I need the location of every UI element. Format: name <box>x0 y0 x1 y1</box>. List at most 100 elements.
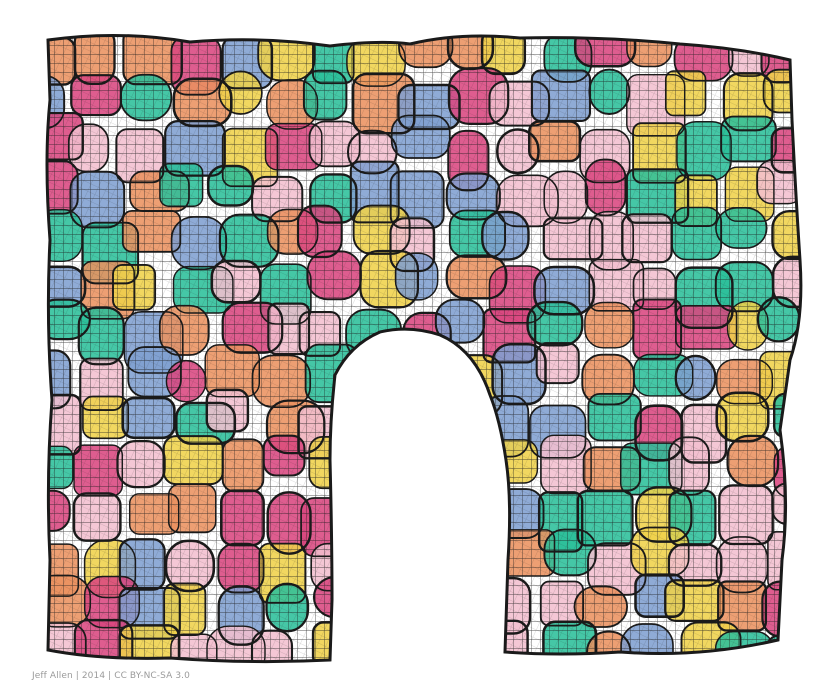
mosaic-cell-outline <box>390 402 452 455</box>
mosaic-cell-outline <box>543 170 589 224</box>
mosaic-cell-outline <box>206 625 266 662</box>
mosaic-cell-outline <box>481 210 530 261</box>
mosaic-cell-outline <box>349 160 400 224</box>
mosaic-cell-outline <box>715 391 770 443</box>
mosaic-cell-outline <box>121 396 176 440</box>
mosaic-cell-outline <box>667 543 723 587</box>
mosaic-cell-outline <box>664 579 725 623</box>
mosaic-cell-outline <box>664 70 707 117</box>
mosaic-cell-outline <box>348 488 410 540</box>
mosaic-cell-outline <box>448 209 507 258</box>
mosaic-cell-outline <box>722 72 774 132</box>
mosaic-cell-outline <box>221 301 284 354</box>
mosaic-cell-outline <box>266 79 319 130</box>
mosaic-cell-outline <box>389 217 436 273</box>
mosaic-cell-outline <box>302 69 348 121</box>
mosaic-cell-outline <box>439 620 485 662</box>
mosaic-cell-outline <box>47 265 87 308</box>
mosaic-cell-outline <box>250 629 294 662</box>
mosaic-cell-outline <box>81 221 140 285</box>
mosaic-cell <box>443 447 488 498</box>
mosaic-cell-outline <box>482 307 537 364</box>
mosaic-cell-outline <box>82 395 130 440</box>
mosaic-cell-outline <box>543 35 593 83</box>
mosaic-cell-outline <box>164 119 226 177</box>
mosaic-cell-outline <box>115 128 165 184</box>
mosaic-cell-outline <box>357 400 402 445</box>
mosaic-cell-outline <box>626 35 673 68</box>
mosaic-cell-outline <box>251 175 304 223</box>
mosaic-cell-outline <box>445 172 501 221</box>
mosaic-cell-outline <box>80 260 135 320</box>
mosaic-cell-outline <box>217 585 265 646</box>
mosaic-cell-outline <box>218 213 280 268</box>
mosaic-cell-outline <box>121 210 182 253</box>
mosaic-cell-outline <box>390 114 451 159</box>
mosaic-cell-outline <box>674 174 718 228</box>
mosaic-cell-outline <box>165 359 207 403</box>
mosaic-cell-outline <box>394 252 439 301</box>
mosaic-cell-outline <box>47 574 92 628</box>
mosaic-cell-outline <box>83 575 141 629</box>
mosaic-cell-outline <box>668 436 710 496</box>
mosaic-cell <box>766 635 801 662</box>
mosaic-cell-outline <box>400 347 457 399</box>
mosaic-cell-outline <box>122 35 183 86</box>
mosaic-cell-outline <box>392 622 456 662</box>
mosaic-cell-outline <box>573 585 629 628</box>
mosaic-cell-outline <box>218 70 263 115</box>
mosaic-cell-outline <box>724 166 775 222</box>
mosaic-cell-outline <box>388 539 447 586</box>
mosaic-cell-outline <box>352 204 411 255</box>
mosaic-cell-outline <box>540 434 592 495</box>
mosaic-cell <box>355 540 412 594</box>
mosaic-cell-outline <box>265 399 326 455</box>
mosaic-cell-outline <box>388 581 442 629</box>
mosaic-cell <box>355 358 406 407</box>
mosaic-cell-outline <box>47 298 91 341</box>
mosaic-cell-outline <box>626 73 686 137</box>
mosaic-cell-outline <box>715 206 768 249</box>
mosaic-cell <box>343 438 393 489</box>
mosaic-cell-outline <box>267 302 311 356</box>
mosaic-cell-outline <box>69 170 126 229</box>
mosaic-cell-outline <box>47 393 82 456</box>
mosaic-cell-outline <box>264 122 323 171</box>
mosaic-cell-outline <box>170 633 218 662</box>
mosaic-cell-outline <box>118 538 166 591</box>
mosaic-cell-outline <box>47 622 87 662</box>
mosaic-cell <box>401 348 456 398</box>
mosaic-cell-outline <box>675 304 738 350</box>
mosaic-cell-outline <box>127 346 182 398</box>
artist-credit: Jeff Allen | 2014 | CC BY-NC-SA 3.0 <box>32 671 190 681</box>
mosaic-cell-outline <box>347 625 398 662</box>
mosaic-cell-outline <box>726 300 769 351</box>
mosaic-cell-outline <box>442 446 489 499</box>
mosaic-cell-outline <box>587 392 642 442</box>
mosaic-cell <box>389 582 441 628</box>
mosaic-cell <box>350 489 409 538</box>
mosaic-cell-outline <box>680 403 728 464</box>
mosaic-cell-outline <box>584 158 627 217</box>
mosaic-cell-outline <box>167 483 217 534</box>
mosaic-cell-outline <box>539 580 585 627</box>
mosaic-cell-outline <box>77 306 125 366</box>
mosaic-cell <box>353 575 395 629</box>
mosaic-cell <box>445 590 498 650</box>
mosaic-cell-outline <box>118 586 181 640</box>
mosaic-cell-outline <box>205 388 250 433</box>
mosaic-cell-outline <box>309 173 358 224</box>
mosaic-cell-outline <box>717 580 768 632</box>
mosaic-cell-outline <box>716 358 774 405</box>
mosaic-cell-outline <box>588 68 631 115</box>
mosaic-cell-outline <box>674 266 734 330</box>
mosaic-cell-outline <box>442 493 502 543</box>
mosaic-cell-outline <box>352 574 396 630</box>
mosaic-cell-outline <box>764 634 801 662</box>
mosaic-cell-outline <box>265 582 310 633</box>
mosaic-cell <box>446 533 501 574</box>
mosaic-cell-outline <box>72 492 122 542</box>
mosaic-cell-outline <box>312 35 355 85</box>
